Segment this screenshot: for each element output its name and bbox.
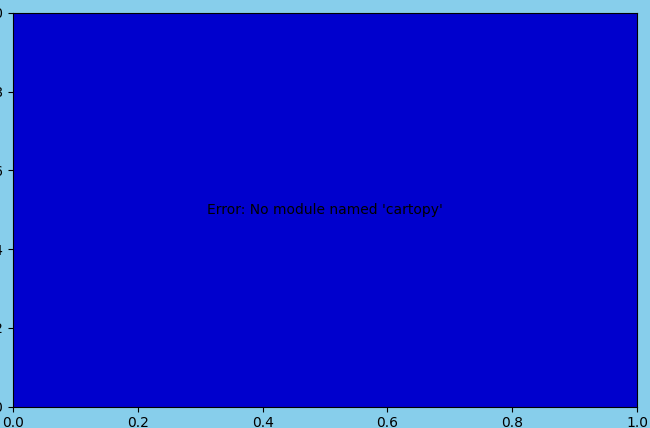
Text: Error: No module named 'cartopy': Error: No module named 'cartopy' (207, 203, 443, 217)
